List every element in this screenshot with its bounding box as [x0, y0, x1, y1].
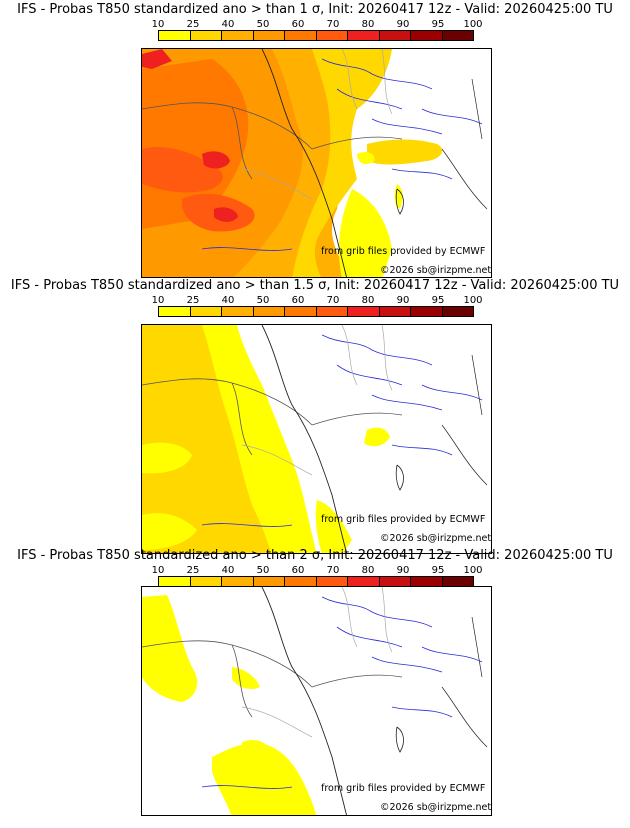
scale-swatch [285, 577, 317, 586]
scale-swatch [285, 31, 317, 40]
scale-swatch [442, 307, 473, 316]
scale-swatch [253, 31, 285, 40]
scale-swatch [159, 307, 191, 316]
scale-label: 80 [361, 565, 375, 576]
panel-3: IFS - Probas T850 standardized ano > tha… [0, 546, 630, 822]
scale-label: 70 [326, 565, 340, 576]
scale-label: 100 [463, 565, 483, 576]
scale-label: 60 [291, 565, 305, 576]
scale-swatch [190, 31, 222, 40]
scale-label: 90 [396, 565, 410, 576]
scale-swatch [159, 577, 191, 586]
scale-swatch [411, 31, 443, 40]
scale-swatch [253, 577, 285, 586]
scale-label: 50 [256, 565, 270, 576]
scale-label: 50 [256, 19, 270, 30]
scale-swatch [348, 577, 380, 586]
scale-swatch [379, 307, 411, 316]
scale-label: 40 [221, 19, 235, 30]
scale-label: 70 [326, 19, 340, 30]
scale-label: 10 [151, 565, 165, 576]
scale-label: 60 [291, 295, 305, 306]
color-scale-labels: 10 25 40 50 60 70 80 90 95 100 [140, 295, 490, 307]
probability-map [141, 586, 492, 816]
scale-swatch [411, 307, 443, 316]
scale-label: 100 [463, 295, 483, 306]
probability-map [141, 48, 492, 278]
source-credit: from grib files provided by ECMWF [321, 783, 486, 794]
source-credit: from grib files provided by ECMWF [321, 246, 486, 257]
scale-label: 80 [361, 295, 375, 306]
scale-label: 40 [221, 565, 235, 576]
color-scale-labels: 10 25 40 50 60 70 80 90 95 100 [140, 565, 490, 577]
scale-label: 25 [186, 19, 200, 30]
scale-swatch [442, 577, 473, 586]
panel-2: IFS - Probas T850 standardized ano > tha… [0, 276, 630, 554]
scale-label: 100 [463, 19, 483, 30]
scale-label: 95 [431, 19, 445, 30]
copyright-credit: ©2026 sb@irizpme.net [380, 265, 492, 276]
scale-label: 10 [151, 19, 165, 30]
scale-swatch [411, 577, 443, 586]
map-canvas [142, 49, 488, 277]
panel-title: IFS - Probas T850 standardized ano > tha… [17, 548, 613, 563]
scale-swatch [316, 307, 348, 316]
scale-label: 90 [396, 295, 410, 306]
scale-label: 95 [431, 565, 445, 576]
scale-label: 40 [221, 295, 235, 306]
scale-label: 25 [186, 565, 200, 576]
panel-title: IFS - Probas T850 standardized ano > tha… [17, 2, 613, 17]
scale-label: 70 [326, 295, 340, 306]
color-scale-bar [158, 30, 474, 41]
panel-1: IFS - Probas T850 standardized ano > tha… [0, 0, 630, 278]
scale-swatch [222, 577, 254, 586]
scale-swatch [253, 307, 285, 316]
scale-swatch [379, 577, 411, 586]
map-canvas [142, 587, 488, 815]
scale-swatch [316, 577, 348, 586]
scale-swatch [222, 31, 254, 40]
scale-swatch [222, 307, 254, 316]
scale-swatch [190, 577, 222, 586]
copyright-credit: ©2026 sb@irizpme.net [380, 802, 492, 813]
color-scale-labels: 10 25 40 50 60 70 80 90 95 100 [140, 19, 490, 31]
color-scale-bar [158, 306, 474, 317]
source-credit: from grib files provided by ECMWF [321, 514, 486, 525]
scale-swatch [190, 307, 222, 316]
copyright-credit: ©2026 sb@irizpme.net [380, 533, 492, 544]
scale-label: 25 [186, 295, 200, 306]
scale-swatch [285, 307, 317, 316]
scale-swatch [379, 31, 411, 40]
scale-swatch [316, 31, 348, 40]
scale-label: 10 [151, 295, 165, 306]
scale-swatch [442, 31, 473, 40]
panel-title: IFS - Probas T850 standardized ano > tha… [10, 278, 620, 293]
scale-label: 50 [256, 295, 270, 306]
scale-label: 80 [361, 19, 375, 30]
scale-label: 90 [396, 19, 410, 30]
probability-map [141, 324, 492, 554]
scale-swatch [348, 31, 380, 40]
scale-swatch [159, 31, 191, 40]
scale-label: 60 [291, 19, 305, 30]
scale-label: 95 [431, 295, 445, 306]
scale-swatch [348, 307, 380, 316]
map-canvas [142, 325, 488, 553]
